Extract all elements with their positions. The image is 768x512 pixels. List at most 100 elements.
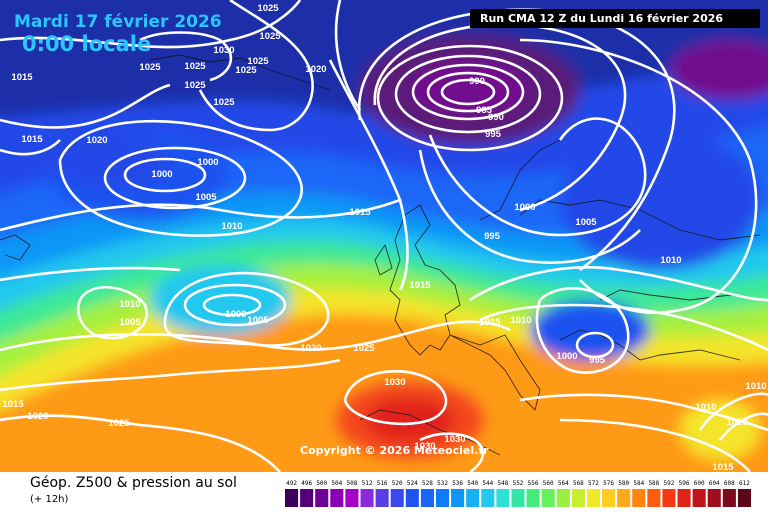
isobar-label: 1015: [712, 462, 734, 472]
run-info-banner: Run CMA 12 Z du Lundi 16 février 2026: [470, 9, 760, 28]
scale-tick-label: 500: [316, 480, 327, 487]
scale-tick-label: 548: [497, 480, 508, 487]
scale-swatch: [571, 489, 585, 507]
scale-swatch: [330, 489, 344, 507]
scale-swatch: [677, 489, 691, 507]
scale-swatch: [632, 489, 646, 507]
scale-swatch: [420, 489, 434, 507]
lead-time: (+ 12h): [30, 494, 69, 505]
isobar-label: 1005: [575, 217, 597, 228]
scale-swatch: [496, 489, 510, 507]
isobar-label: 1010: [660, 255, 681, 266]
scale-swatch: [737, 489, 751, 507]
isobar-label: 1025: [259, 31, 281, 42]
scale-tick-label: 576: [603, 480, 614, 487]
isobar-label: 985: [476, 105, 493, 116]
isobar-label: 1025: [353, 343, 375, 354]
footer: Géop. Z500 & pression au sol (+ 12h) 492…: [0, 472, 768, 512]
scale-swatch: [451, 489, 465, 507]
forecast-date: Mardi 17 février 2026: [14, 12, 222, 32]
scale-swatch: [511, 489, 525, 507]
scale-tick-label: 528: [422, 480, 433, 487]
scale-tick-label: 556: [528, 480, 539, 487]
scale-swatch: [707, 489, 721, 507]
variable-name: Géop. Z500 & pression au sol: [30, 475, 237, 491]
isobar-label: 1010: [745, 381, 766, 392]
isobar-label: 1020: [305, 64, 326, 75]
isobar-label: 1005: [247, 315, 269, 326]
scale-swatch: [345, 489, 359, 507]
scale-swatch: [541, 489, 555, 507]
isobar-label: 1025: [213, 97, 235, 108]
scale-tick-label: 612: [739, 480, 750, 487]
scale-tick-label: 600: [694, 480, 705, 487]
isobar-label: 1030: [444, 434, 465, 445]
isobar-label: 1025: [235, 65, 257, 76]
scale-tick-label: 584: [633, 480, 644, 487]
isobar-label: 990: [488, 112, 504, 123]
isobar-label: 990: [469, 76, 485, 87]
scale-tick-label: 540: [467, 480, 478, 487]
scale-swatch: [360, 489, 374, 507]
isobar-lines: [0, 0, 768, 472]
scale-swatch: [602, 489, 616, 507]
scale-tick-label: 516: [377, 480, 388, 487]
isobar-label: 1000: [197, 157, 218, 168]
scale-tick-label: 608: [724, 480, 735, 487]
isobar-label: 1030: [384, 377, 405, 388]
scale-swatch: [435, 489, 450, 507]
isobar-label: 1010: [510, 315, 531, 326]
isobar-label: 1015: [21, 134, 43, 145]
isobar-label: 1015: [11, 72, 33, 83]
color-scale-legend: 492 496 500 504 508 512 516 520 524 528 532 536 540 5…: [285, 480, 751, 507]
isobar-label: 1000: [151, 169, 172, 180]
isobar-label: 1010: [221, 221, 242, 232]
forecast-map: 1025 1025 1030 1025 1025 1025 1025 1020 1015 1025…: [0, 0, 768, 472]
isobar-label: 1025: [184, 80, 206, 91]
scale-tick-label: 552: [513, 480, 524, 487]
scale-swatch: [647, 489, 661, 507]
isobar-label: 995: [589, 355, 606, 366]
isobar-label: 1015: [479, 317, 501, 328]
scale-tick-label: 532: [437, 480, 448, 487]
scale-tick-label: 536: [452, 480, 463, 487]
scale-swatch: [556, 489, 570, 507]
scale-tick-label: 492: [286, 480, 297, 487]
isobar-label: 1025: [139, 62, 161, 73]
scale-swatch: [662, 489, 676, 507]
copyright-text: Copyright © 2026 Meteociel.fr: [300, 444, 489, 457]
scale-tick-label: 560: [543, 480, 554, 487]
scale-tick-label: 572: [588, 480, 599, 487]
scale-tick-label: 588: [648, 480, 659, 487]
scale-swatch: [526, 489, 540, 507]
isobar-label: 1015: [409, 280, 431, 291]
scale-tick-label: 544: [482, 480, 493, 487]
scale-swatch: [300, 489, 314, 507]
isobar-label: 1020: [86, 135, 107, 146]
scale-tick-label: 496: [301, 480, 312, 487]
scale-tick-label: 568: [573, 480, 584, 487]
isobar-label: 995: [484, 231, 501, 242]
scale-tick-label: 524: [407, 480, 418, 487]
scale-swatch: [466, 489, 480, 507]
scale-tick-label: 512: [362, 480, 373, 487]
isobar-label: 1020: [300, 343, 321, 354]
scale-swatch: [617, 489, 631, 507]
scale-swatch: [285, 489, 299, 507]
isobar-label: 1000: [514, 202, 535, 213]
isobar-label: 1010: [119, 299, 140, 310]
isobar-label: 995: [485, 129, 502, 140]
isobar-label: 1025: [247, 56, 269, 67]
forecast-local-time: 0:00 locale: [22, 32, 152, 56]
scale-tick-label: 604: [709, 480, 720, 487]
isobar-label: 1015: [349, 207, 371, 218]
scale-tick-label: 596: [679, 480, 690, 487]
scale-swatch: [722, 489, 736, 507]
scale-swatch: [586, 489, 601, 507]
isobar-label: 1020: [27, 411, 48, 422]
scale-swatch: [405, 489, 419, 507]
scale-swatch: [692, 489, 706, 507]
isobar-label: 1025: [257, 3, 279, 14]
isobar-label: 1005: [119, 317, 141, 328]
